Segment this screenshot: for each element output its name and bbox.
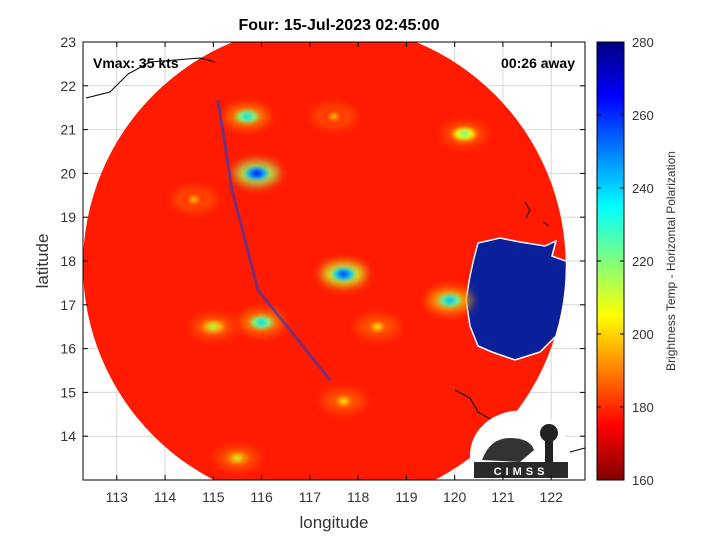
feature-3 <box>225 104 270 129</box>
feature-4 <box>427 288 472 313</box>
feature-9 <box>355 314 400 339</box>
y-tick-label-8: 22 <box>60 78 76 94</box>
scan-seam <box>216 99 332 381</box>
colorbar-tick-label-0: 160 <box>632 473 654 488</box>
convective-features <box>172 104 487 471</box>
feature-11 <box>172 187 217 212</box>
swath <box>83 42 566 480</box>
feature-8 <box>191 314 236 339</box>
y-tick-label-6: 20 <box>60 165 76 181</box>
colorbar-tick-label-5: 260 <box>632 108 654 123</box>
y-tick-label-3: 17 <box>60 297 76 313</box>
y-tick-label-0: 14 <box>60 428 76 444</box>
feature-6 <box>215 446 260 471</box>
y-axis-label: latitude <box>33 234 52 289</box>
coastline-taiwan <box>85 57 216 99</box>
swath-disc <box>83 42 566 480</box>
colorbar-ticks: 160 180 200 220 240 260 280 <box>597 35 654 488</box>
vmax-label: Vmax: 35 kts <box>93 55 179 71</box>
colorbar-gradient <box>596 41 625 481</box>
feature-5 <box>442 121 487 146</box>
x-tick-label-7: 120 <box>443 489 467 505</box>
x-tick-label-2: 115 <box>202 489 225 505</box>
x-axis-ticks: 113 114 115 116 117 118 119 120 121 122 <box>106 42 563 505</box>
y-tick-label-4: 18 <box>60 253 76 269</box>
y-tick-label-9: 23 <box>60 34 76 50</box>
cimss-logo-text: CIMSS <box>494 466 549 478</box>
y-tick-label-1: 15 <box>60 384 76 400</box>
x-tick-label-9: 122 <box>540 489 564 505</box>
y-tick-label-2: 16 <box>60 341 76 357</box>
colorbar-tick-label-3: 220 <box>632 254 654 269</box>
colorbar-label: Brightness Temp - Horizontal Polarizatio… <box>664 151 678 371</box>
colorbar: 160 180 200 220 240 260 280 Brightness Temp - … <box>596 35 678 488</box>
x-tick-label-8: 121 <box>491 489 515 505</box>
time-away-label: 00:26 away <box>501 55 575 71</box>
land-luzon <box>466 238 566 360</box>
x-tick-label-3: 116 <box>250 489 273 505</box>
x-tick-label-1: 114 <box>154 489 177 505</box>
colorbar-tick-label-2: 200 <box>632 327 654 342</box>
x-tick-label-4: 117 <box>299 489 322 505</box>
y-tick-label-5: 19 <box>60 209 76 225</box>
y-tick-label-7: 21 <box>60 122 76 138</box>
feature-7 <box>321 389 366 414</box>
chart-title: Four: 15-Jul-2023 02:45:00 <box>239 17 440 34</box>
colorbar-tick-label-4: 240 <box>632 181 654 196</box>
x-axis-label: longitude <box>299 513 368 532</box>
colorbar-tick-label-6: 280 <box>632 35 654 50</box>
feature-2 <box>234 161 279 186</box>
cimss-logo: CIMSS <box>470 410 570 480</box>
y-axis-ticks: 14 15 16 17 18 19 20 21 22 23 <box>60 34 585 444</box>
feature-0 <box>321 262 366 287</box>
colorbar-tick-label-1: 180 <box>632 400 654 415</box>
x-tick-label-6: 119 <box>395 489 418 505</box>
coastline-luzon-north <box>524 201 550 227</box>
x-tick-label-0: 113 <box>106 489 129 505</box>
plot-area: Vmax: 35 kts 00:26 away CIMSS <box>83 42 585 480</box>
feature-1 <box>239 310 284 335</box>
x-tick-label-5: 118 <box>347 489 370 505</box>
feature-10 <box>312 104 356 129</box>
